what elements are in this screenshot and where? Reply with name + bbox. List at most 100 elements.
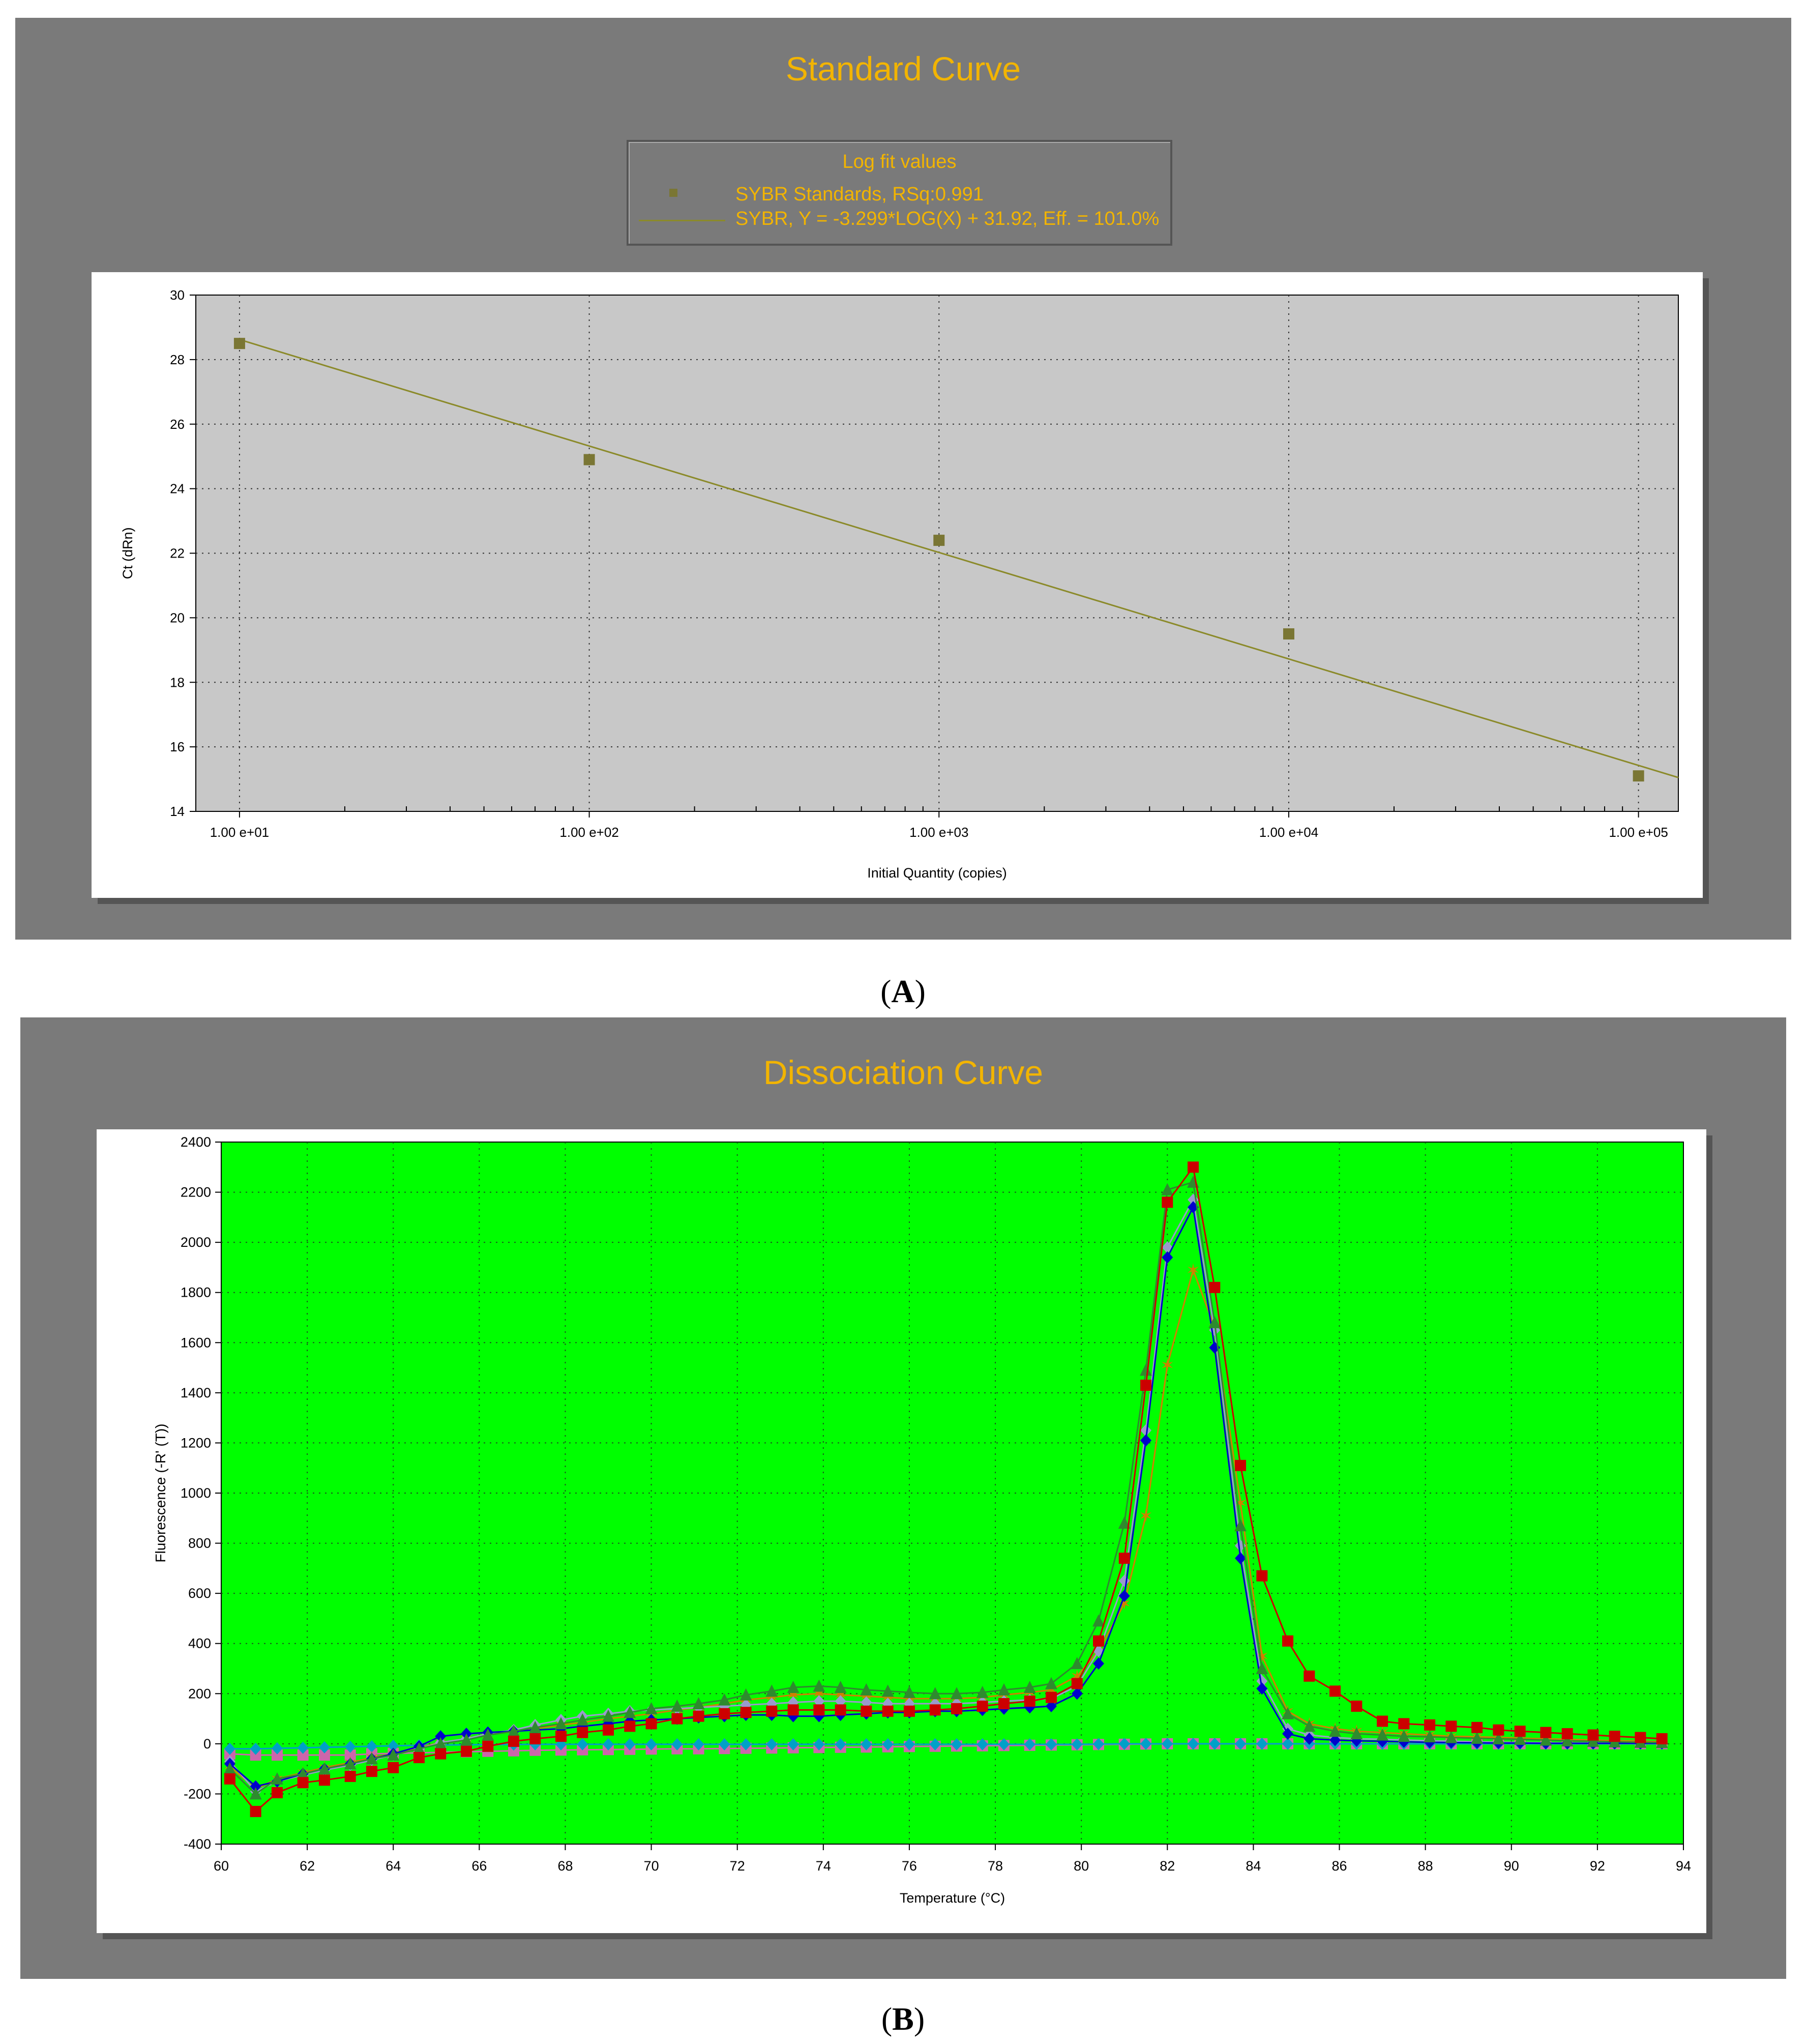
standard-curve-plot-area bbox=[195, 295, 1679, 812]
curve-marker bbox=[1561, 1734, 1574, 1746]
curve-marker bbox=[297, 1741, 309, 1754]
curve-marker bbox=[250, 1749, 261, 1761]
x-tick-label: 1.00 e+04 bbox=[1259, 825, 1318, 840]
curve-marker bbox=[271, 1742, 283, 1755]
curve-marker bbox=[1424, 1730, 1436, 1743]
curve-marker bbox=[882, 1738, 894, 1750]
x-tick-label: 1.00 e+02 bbox=[559, 825, 618, 840]
curve-marker bbox=[271, 1749, 283, 1761]
curve-marker bbox=[1045, 1677, 1057, 1689]
x-tick-label: 86 bbox=[1332, 1858, 1347, 1874]
curve-marker bbox=[365, 1752, 378, 1765]
curve-marker bbox=[508, 1735, 519, 1747]
x-axis-label: Initial Quantity (copies) bbox=[867, 865, 1007, 881]
curve-marker bbox=[603, 1738, 614, 1750]
y-axis-label: Ct (dRn) bbox=[120, 527, 135, 579]
curve-marker bbox=[1071, 1738, 1083, 1750]
curve-marker bbox=[1329, 1685, 1341, 1697]
curve-marker bbox=[460, 1745, 472, 1757]
curve-marker bbox=[1350, 1727, 1363, 1740]
curve-marker bbox=[435, 1748, 447, 1760]
curve-marker bbox=[482, 1740, 494, 1752]
curve-marker bbox=[1539, 1733, 1552, 1746]
x-tick-label: 62 bbox=[300, 1858, 315, 1874]
curve-marker bbox=[1188, 1161, 1199, 1173]
x-tick-label: 70 bbox=[644, 1858, 659, 1874]
curve-marker bbox=[1376, 1728, 1389, 1741]
x-axis-label: Temperature (°C) bbox=[900, 1890, 1005, 1906]
curve-marker bbox=[950, 1687, 963, 1700]
curve-marker bbox=[602, 1709, 615, 1722]
curve-marker bbox=[1282, 1635, 1294, 1647]
curve-marker bbox=[1256, 1737, 1268, 1750]
curve-marker bbox=[671, 1713, 683, 1725]
curve-marker bbox=[1256, 1570, 1268, 1582]
curve-marker bbox=[1093, 1738, 1104, 1750]
y-tick-label: 18 bbox=[170, 675, 185, 690]
curve-marker bbox=[1303, 1719, 1316, 1732]
curve-marker bbox=[903, 1705, 915, 1717]
curve-marker bbox=[1209, 1341, 1221, 1354]
x-tick-label: 90 bbox=[1504, 1858, 1519, 1874]
y-tick-label: 800 bbox=[188, 1536, 211, 1551]
y-tick-label: 400 bbox=[188, 1636, 211, 1651]
curve-marker bbox=[1024, 1738, 1035, 1750]
y-tick-label: -200 bbox=[184, 1786, 211, 1801]
curve-marker bbox=[1256, 1662, 1268, 1674]
curve-marker bbox=[765, 1684, 778, 1697]
curve-marker bbox=[1045, 1691, 1057, 1703]
curve-marker bbox=[740, 1707, 752, 1718]
curve-marker bbox=[1093, 1657, 1104, 1670]
standard-point bbox=[583, 454, 595, 465]
curve-marker bbox=[271, 1787, 283, 1798]
y-tick-label: 600 bbox=[188, 1586, 211, 1601]
x-tick-label: 80 bbox=[1074, 1858, 1089, 1874]
curve-marker bbox=[1256, 1682, 1268, 1695]
curve-marker bbox=[387, 1748, 400, 1761]
curve-marker bbox=[951, 1703, 962, 1714]
curve-marker bbox=[929, 1704, 941, 1716]
curve-marker bbox=[1493, 1724, 1504, 1736]
standard-point bbox=[1283, 628, 1294, 640]
curve-marker bbox=[1188, 1737, 1199, 1750]
caption-b-letter: B bbox=[892, 2001, 914, 2037]
curve-marker bbox=[951, 1738, 962, 1750]
curve-marker bbox=[460, 1733, 472, 1746]
curve-marker bbox=[1235, 1552, 1247, 1565]
y-tick-label: 26 bbox=[170, 417, 185, 432]
curve-marker bbox=[1256, 1675, 1268, 1687]
x-tick-label: 1.00 e+01 bbox=[210, 825, 269, 840]
curve-marker bbox=[1045, 1700, 1057, 1712]
curve-marker bbox=[413, 1751, 425, 1763]
curve-marker bbox=[271, 1772, 283, 1785]
curve-marker bbox=[929, 1687, 941, 1700]
curve-marker bbox=[1471, 1721, 1483, 1733]
x-tick-label: 72 bbox=[730, 1858, 745, 1874]
curve-marker bbox=[1609, 1731, 1620, 1742]
curve-marker bbox=[671, 1738, 683, 1750]
curve-marker bbox=[1045, 1738, 1057, 1750]
y-tick-label: 200 bbox=[188, 1686, 211, 1701]
curve-marker bbox=[318, 1749, 330, 1761]
curve-marker bbox=[787, 1704, 799, 1716]
standard-curve-plot-card: 1.00 e+01 1.00 e+02 1.00 e+03 1.00 e+04 1.00… bbox=[92, 272, 1703, 898]
x-tick-label: 1.00 e+05 bbox=[1609, 825, 1668, 840]
y-tick-label: 20 bbox=[170, 610, 185, 625]
curve-marker: ✶ bbox=[1160, 1356, 1175, 1376]
curve-marker bbox=[624, 1720, 636, 1732]
standard-point bbox=[1633, 770, 1644, 782]
curve-marker bbox=[1023, 1680, 1036, 1693]
curve-marker bbox=[1398, 1718, 1410, 1730]
x-tick-label: 66 bbox=[471, 1858, 487, 1874]
curve-marker bbox=[861, 1738, 872, 1750]
curve-marker bbox=[645, 1718, 657, 1730]
curve-marker bbox=[1140, 1363, 1152, 1376]
curve-marker bbox=[1514, 1732, 1526, 1745]
curve-marker bbox=[1540, 1727, 1552, 1738]
curve-marker bbox=[976, 1738, 988, 1750]
fit-line bbox=[239, 339, 1679, 778]
curve-marker bbox=[1656, 1733, 1668, 1744]
y-tick-label: 2000 bbox=[181, 1235, 211, 1250]
curve-marker bbox=[740, 1699, 752, 1711]
melt-curve-series bbox=[224, 1161, 1668, 1817]
